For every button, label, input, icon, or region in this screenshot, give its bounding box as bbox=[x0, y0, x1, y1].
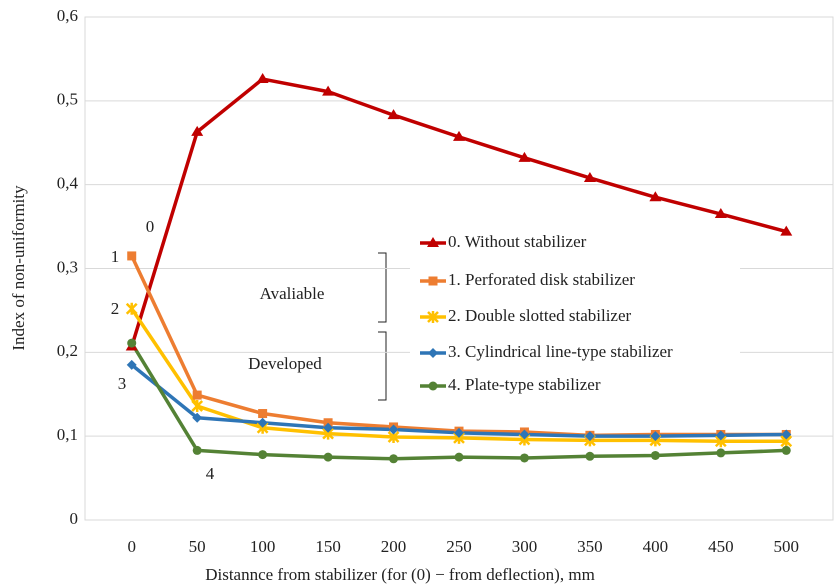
y-axis-label: Index of non-uniformity bbox=[9, 185, 28, 351]
marker bbox=[258, 409, 268, 419]
y-tick-label: 0,5 bbox=[57, 90, 78, 109]
marker bbox=[519, 429, 530, 440]
marker bbox=[649, 191, 662, 202]
y-tick-label: 0,6 bbox=[57, 6, 78, 25]
legend-label: 3. Cylindrical line-type stabilizer bbox=[448, 342, 673, 361]
marker bbox=[191, 125, 204, 136]
marker bbox=[780, 225, 793, 236]
marker bbox=[428, 381, 438, 391]
marker bbox=[650, 431, 661, 442]
annotation: Avaliable bbox=[260, 284, 325, 303]
annotation: 4 bbox=[206, 464, 215, 483]
marker bbox=[256, 73, 269, 84]
marker bbox=[715, 430, 726, 441]
marker bbox=[714, 208, 727, 219]
marker bbox=[427, 311, 439, 323]
legend-label: 2. Double slotted stabilizer bbox=[448, 306, 632, 325]
marker bbox=[585, 451, 595, 461]
x-tick-label: 350 bbox=[577, 537, 603, 556]
marker bbox=[125, 302, 138, 315]
marker bbox=[518, 151, 531, 162]
legend-label: 0. Without stabilizer bbox=[448, 232, 587, 251]
marker bbox=[584, 431, 595, 442]
x-tick-label: 300 bbox=[512, 537, 538, 556]
marker bbox=[387, 109, 400, 120]
marker bbox=[192, 412, 203, 423]
x-tick-label: 150 bbox=[315, 537, 341, 556]
x-tick-label: 100 bbox=[250, 537, 276, 556]
x-tick-label: 50 bbox=[189, 537, 206, 556]
marker bbox=[427, 237, 439, 247]
marker bbox=[322, 85, 335, 96]
marker bbox=[650, 450, 660, 460]
marker bbox=[127, 251, 137, 261]
annotation: 0 bbox=[146, 217, 155, 236]
marker bbox=[453, 130, 465, 141]
marker bbox=[126, 359, 137, 370]
marker bbox=[257, 417, 268, 428]
marker bbox=[323, 422, 334, 433]
x-tick-label: 200 bbox=[381, 537, 407, 556]
y-tick-label: 0,2 bbox=[57, 341, 78, 360]
annotation: Developed bbox=[248, 354, 322, 373]
marker bbox=[454, 452, 464, 462]
y-tick-label: 0,3 bbox=[57, 257, 78, 276]
x-tick-label: 250 bbox=[446, 537, 472, 556]
marker bbox=[191, 399, 204, 412]
y-tick-label: 0 bbox=[70, 509, 79, 528]
marker bbox=[454, 427, 464, 438]
x-tick-label: 0 bbox=[127, 537, 136, 556]
marker bbox=[428, 348, 438, 358]
marker bbox=[519, 453, 529, 463]
marker bbox=[192, 390, 202, 400]
marker bbox=[428, 276, 438, 286]
x-tick-label: 500 bbox=[774, 537, 800, 556]
x-axis-label: Distannce from stabilizer (for (0) − fro… bbox=[205, 565, 595, 584]
marker bbox=[127, 338, 137, 348]
marker bbox=[258, 450, 268, 460]
marker bbox=[781, 445, 791, 455]
marker bbox=[192, 445, 202, 455]
annotation: 2 bbox=[111, 299, 120, 318]
marker bbox=[388, 424, 399, 435]
y-tick-label: 0,1 bbox=[57, 425, 78, 444]
legend-background bbox=[410, 228, 740, 403]
y-tick-label: 0,4 bbox=[57, 174, 79, 193]
marker bbox=[323, 418, 333, 428]
marker bbox=[389, 454, 399, 464]
marker bbox=[781, 429, 792, 440]
bracket bbox=[378, 252, 387, 401]
marker bbox=[323, 452, 333, 462]
x-tick-label: 450 bbox=[708, 537, 734, 556]
x-tick-label: 400 bbox=[643, 537, 669, 556]
annotation: 1 bbox=[111, 247, 120, 266]
marker bbox=[583, 171, 596, 182]
marker bbox=[716, 448, 726, 458]
legend-label: 4. Plate-type stabilizer bbox=[448, 375, 601, 394]
legend-label: 1. Perforated disk stabilizer bbox=[448, 270, 635, 289]
annotation: 3 bbox=[118, 374, 127, 393]
